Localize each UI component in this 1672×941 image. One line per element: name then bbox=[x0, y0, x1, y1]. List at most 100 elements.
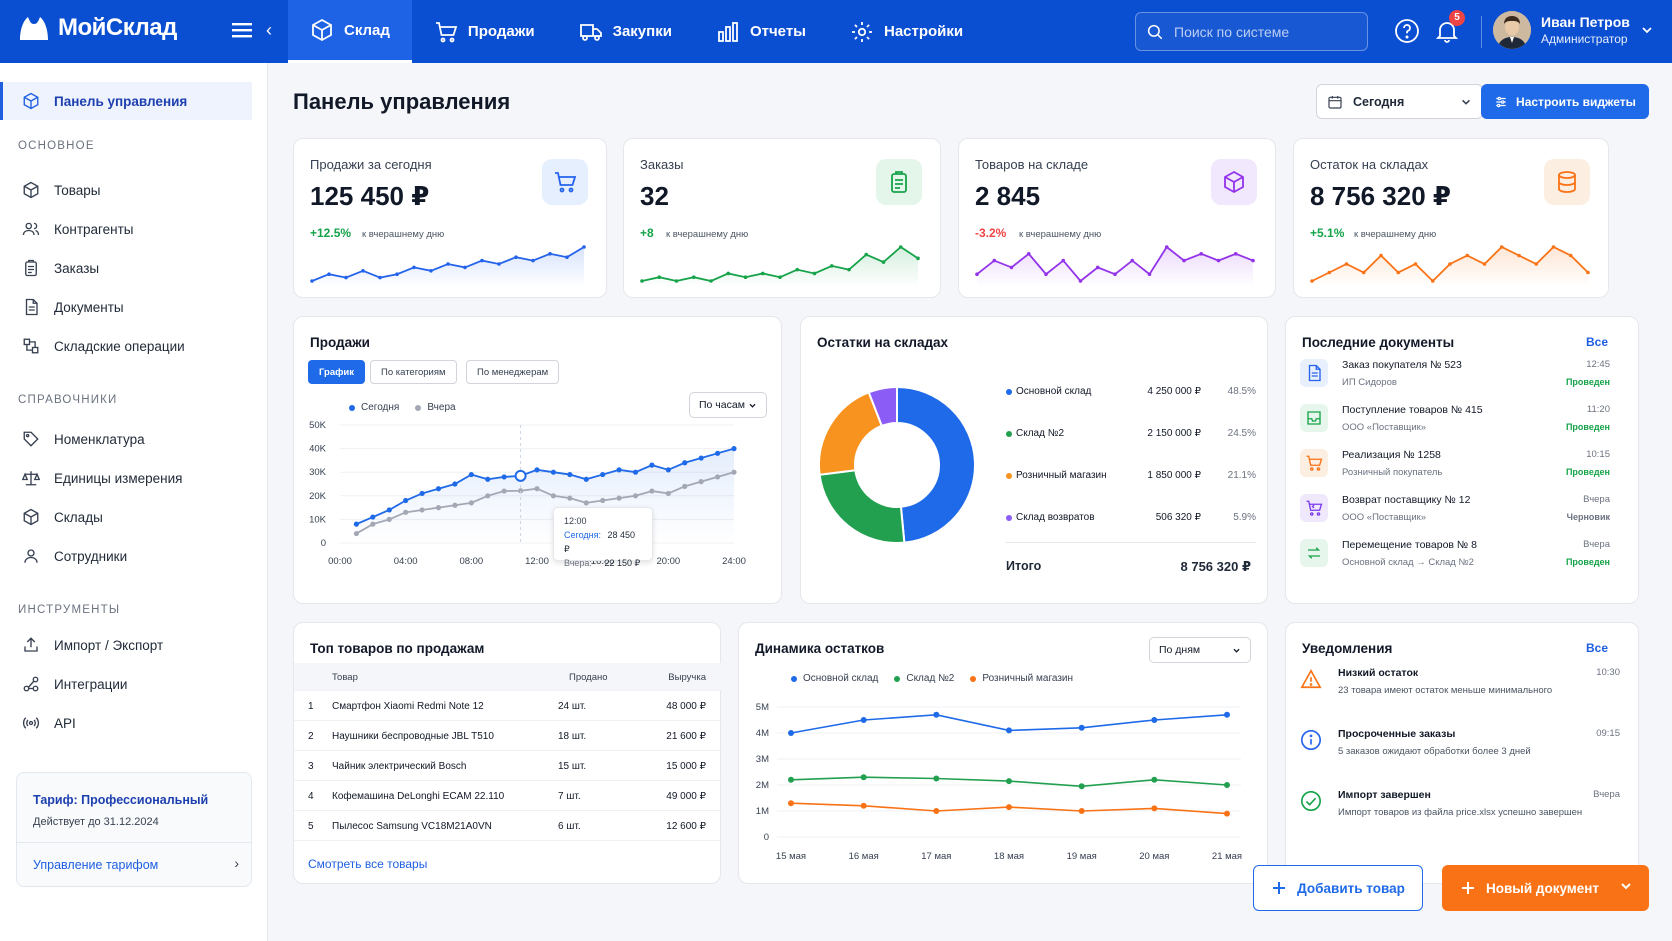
notification-title: Низкий остаток bbox=[1338, 667, 1419, 679]
sidebar-item-warehouses[interactable]: Склады bbox=[4, 498, 252, 536]
brand-name: МойСклад bbox=[58, 14, 177, 41]
sidebar-item-units[interactable]: Единицы измерения bbox=[4, 459, 252, 497]
scale-icon bbox=[22, 471, 40, 486]
top-bar: МойСклад ‹ Склад Продажи Закупки Отчеты … bbox=[0, 0, 1672, 63]
period-select[interactable]: Сегодня bbox=[1316, 84, 1483, 119]
status-badge: Проведен bbox=[1565, 467, 1610, 477]
sidebar-item-warehouse-ops[interactable]: Складские операции bbox=[4, 327, 252, 365]
data-point bbox=[698, 455, 704, 461]
warehouse-name: Розничный магазин bbox=[1016, 470, 1107, 481]
brand-logo[interactable]: МойСклад bbox=[18, 14, 177, 42]
manage-tariff-link[interactable]: Управление тарифом bbox=[33, 858, 159, 872]
document-title: Поступление товаров № 415 bbox=[1342, 404, 1483, 416]
collapse-sidebar-icon[interactable]: ‹ bbox=[266, 20, 272, 40]
sparkline-point bbox=[1482, 262, 1487, 266]
sparkline-point bbox=[327, 272, 331, 276]
document-row[interactable]: Поступление товаров № 415 ООО «Поставщик»… bbox=[1300, 402, 1610, 442]
y-tick-label: 4M bbox=[756, 728, 769, 739]
table-row[interactable]: 1 Смартфон Xiaomi Redmi Note 12 24 шт. 48 0… bbox=[294, 691, 722, 721]
tab-by-manager[interactable]: По менеджерам bbox=[466, 360, 560, 384]
data-point bbox=[665, 467, 671, 473]
kpi-label: Товаров на складе bbox=[975, 157, 1089, 172]
sidebar-section-title: ОСНОВНОЕ bbox=[18, 140, 95, 152]
sold-qty: 7 шт. bbox=[558, 791, 581, 802]
link-icon bbox=[23, 676, 39, 692]
warehouse-percent: 48.5% bbox=[1227, 386, 1256, 397]
view-all-products-link[interactable]: Смотреть все товары bbox=[308, 857, 428, 871]
cube-icon bbox=[1211, 159, 1257, 205]
sidebar-item-integrations[interactable]: Интеграции bbox=[4, 665, 252, 703]
sidebar-item-dashboard[interactable]: Панель управления bbox=[0, 82, 252, 120]
sidebar-item-import-export[interactable]: Импорт / Экспорт bbox=[4, 626, 252, 664]
warehouse-row: Розничный магазин 1 850 000 ₽ 21.1% bbox=[1006, 467, 1256, 487]
document-title: Возврат поставщику № 12 bbox=[1342, 494, 1471, 506]
add-product-button[interactable]: Добавить товар bbox=[1253, 865, 1423, 911]
document-row[interactable]: Реализация № 1258 Розничный покупатель 10:… bbox=[1300, 447, 1610, 487]
nav-tab-settings[interactable]: Настройки bbox=[828, 0, 985, 63]
search-box[interactable] bbox=[1135, 12, 1368, 51]
data-point bbox=[353, 530, 360, 537]
sparkline-point bbox=[548, 252, 552, 256]
document-time: 11:20 bbox=[1586, 404, 1610, 415]
sidebar-item-label: Сотрудники bbox=[54, 548, 128, 564]
sparkline-point bbox=[1113, 272, 1117, 276]
nav-tab-sales[interactable]: Продажи bbox=[412, 0, 557, 63]
kpi-delta: -3.2% bbox=[975, 226, 1007, 240]
sidebar-item-contractors[interactable]: Контрагенты bbox=[4, 210, 252, 248]
warehouse-name: Склад возвратов bbox=[1016, 512, 1095, 523]
warehouse-amount: 4 250 000 ₽ bbox=[1147, 386, 1201, 397]
tab-by-category[interactable]: По категориям bbox=[370, 360, 457, 384]
nav-tab-sklad[interactable]: Склад bbox=[288, 0, 412, 63]
help-icon[interactable] bbox=[1394, 18, 1420, 44]
document-row[interactable]: Возврат поставщику № 12 ООО «Поставщик» Вч… bbox=[1300, 492, 1610, 532]
bell-icon[interactable] bbox=[1434, 18, 1460, 44]
table-row[interactable]: 2 Наушники беспроводные JBL T510 18 шт. 21 … bbox=[294, 721, 722, 751]
sidebar-item-api[interactable]: API bbox=[4, 704, 252, 742]
database-icon bbox=[1544, 159, 1590, 205]
document-row[interactable]: Перемещение товаров № 8 Основной склад → … bbox=[1300, 537, 1610, 577]
row-number: 1 bbox=[308, 701, 314, 712]
new-document-button[interactable]: Новый документ bbox=[1442, 865, 1649, 911]
legend-label: Вчера bbox=[427, 402, 456, 413]
sidebar-item-products[interactable]: Товары bbox=[4, 171, 252, 209]
table-row[interactable]: 3 Чайник электрический Bosch 15 шт. 15 000 … bbox=[294, 751, 722, 781]
documents-all-link[interactable]: Все bbox=[1585, 335, 1608, 349]
notification-item[interactable]: Импорт завершен Импорт товаров из файла p… bbox=[1300, 787, 1620, 833]
data-point bbox=[788, 800, 794, 807]
legend-item: Склад №2 bbox=[894, 673, 954, 684]
notifications-all-link[interactable]: Все bbox=[1585, 641, 1608, 655]
sparkline-point bbox=[1396, 270, 1401, 275]
table-row[interactable]: 5 Пылесос Samsung VC18M21A0VN 6 шт. 12 600 … bbox=[294, 811, 722, 841]
nav-tab-reports[interactable]: Отчеты bbox=[694, 0, 828, 63]
sidebar-item-nomenclature[interactable]: Номенклатура bbox=[4, 420, 252, 458]
row-number: 5 bbox=[308, 821, 314, 832]
chevron-down-icon[interactable] bbox=[1619, 879, 1633, 893]
sidebar-item-employees[interactable]: Сотрудники bbox=[4, 537, 252, 575]
kpi-note: к вчерашнему дню bbox=[362, 229, 445, 240]
notification-item[interactable]: Низкий остаток 23 товара имеют остаток ме… bbox=[1300, 665, 1620, 711]
add-product-label: Добавить товар bbox=[1297, 880, 1405, 896]
sales-interval-select[interactable]: По часам bbox=[689, 392, 767, 418]
user-menu[interactable]: Иван Петров Администратор bbox=[1493, 11, 1654, 49]
table-body: 1 Смартфон Xiaomi Redmi Note 12 24 шт. 48 0… bbox=[294, 691, 722, 841]
chevron-right-icon[interactable]: › bbox=[234, 855, 239, 871]
sparkline-point bbox=[691, 275, 696, 280]
x-tick-label: 12:00 bbox=[525, 556, 549, 567]
search-input[interactable] bbox=[1174, 23, 1354, 40]
sidebar-item-orders[interactable]: Заказы bbox=[4, 249, 252, 287]
nav-tab-purchases[interactable]: Закупки bbox=[557, 0, 694, 63]
menu-icon[interactable] bbox=[230, 20, 254, 40]
notification-item[interactable]: Просроченные заказы 5 заказов ожидают обр… bbox=[1300, 726, 1620, 772]
status-badge: Проведен bbox=[1565, 422, 1610, 432]
document-icon bbox=[1300, 359, 1328, 387]
configure-widgets-button[interactable]: Настроить виджеты bbox=[1481, 84, 1649, 119]
notification-time: Вчера bbox=[1593, 789, 1620, 800]
card-title: Динамика остатков bbox=[755, 641, 885, 656]
table-row[interactable]: 4 Кофемашина DeLonghi ECAM 22.110 7 шт. 49 … bbox=[294, 781, 722, 811]
document-row[interactable]: Заказ покупателя № 523 ИП Сидоров 12:45 Про… bbox=[1300, 357, 1610, 397]
tab-graph[interactable]: График bbox=[308, 360, 366, 384]
stock-interval-select[interactable]: По дням bbox=[1149, 637, 1251, 663]
revenue: 12 600 ₽ bbox=[666, 821, 706, 832]
donut-slice bbox=[867, 385, 898, 428]
sidebar-item-documents[interactable]: Документы bbox=[4, 288, 252, 326]
